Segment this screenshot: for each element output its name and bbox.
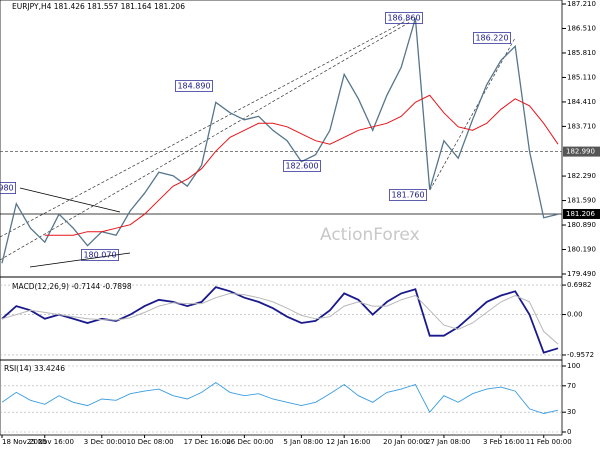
annotation-box xyxy=(175,80,213,92)
annotation-box xyxy=(0,182,16,194)
y-tick-label: 0 xyxy=(567,428,571,436)
annotation: 182.600 xyxy=(285,162,318,171)
frame xyxy=(0,0,563,436)
annotation-box xyxy=(283,160,321,172)
y-tick-label: 180.190 xyxy=(567,246,596,254)
annotation: 184.890 xyxy=(177,82,210,91)
x-tick-label: 20 Jan 00:00 xyxy=(383,438,427,446)
x-tick-label: 18 Nov 2025 xyxy=(2,438,47,446)
level-box xyxy=(563,208,600,219)
y-tick-label: 184.410 xyxy=(567,98,596,106)
x-tick-label: 5 Jan 08:00 xyxy=(283,438,323,446)
annotation: 186.860 xyxy=(387,14,420,23)
x-tick-label: 27 Jan 08:00 xyxy=(426,438,470,446)
macd-title: MACD(12,26,9) -0.7144 -0.7898 xyxy=(12,282,132,291)
y-tick-label: 185.810 xyxy=(567,49,596,57)
x-tick-label: 25 Nov 16:00 xyxy=(27,438,74,446)
trendline xyxy=(0,15,416,238)
annotation: 186.220 xyxy=(475,34,508,43)
series-line xyxy=(1,292,559,345)
x-tick-label: 3 Feb 16:00 xyxy=(483,438,524,446)
annotation: 181.760 xyxy=(391,191,424,200)
annotation: 180.070 xyxy=(83,251,116,260)
level-box xyxy=(563,146,600,157)
annotation-box xyxy=(81,249,119,261)
x-tick-label: 10 Dec 08:00 xyxy=(127,438,174,446)
y-tick-label: 185.110 xyxy=(567,73,596,81)
trendline xyxy=(0,21,411,261)
series-line xyxy=(44,94,559,236)
y-tick-label: 180.890 xyxy=(567,221,596,229)
chart-title: EURJPY,H4 181.426 181.557 181.164 181.20… xyxy=(12,2,185,11)
annotation-box xyxy=(385,12,423,24)
annotation-box xyxy=(389,189,427,201)
series-line xyxy=(1,286,559,354)
level-label: 182.990 xyxy=(566,148,595,156)
y-tick-label: -0.9572 xyxy=(567,351,594,359)
series-line xyxy=(1,18,559,264)
y-tick-label: 0.00 xyxy=(567,311,583,319)
y-tick-label: 179.490 xyxy=(567,270,596,278)
y-tick-label: 30 xyxy=(567,408,576,416)
y-tick-label: 183.710 xyxy=(567,122,596,130)
x-tick-label: 12 Jan 16:00 xyxy=(326,438,370,446)
annotation: 980 xyxy=(0,184,14,193)
trendline xyxy=(429,37,516,191)
y-tick-label: 70 xyxy=(567,382,576,390)
annotation-box xyxy=(473,32,511,44)
rsi-title: RSI(14) 33.4246 xyxy=(4,364,65,373)
y-tick-label: 187.210 xyxy=(567,0,596,8)
y-tick-label: 186.510 xyxy=(567,24,596,32)
y-tick-label: 182.290 xyxy=(567,172,596,180)
series-line xyxy=(1,381,559,414)
trendline xyxy=(19,187,121,213)
y-tick-label: 181.590 xyxy=(567,197,596,205)
x-tick-label: 17 Dec 16:00 xyxy=(184,438,231,446)
x-tick-label: 3 Dec 00:00 xyxy=(84,438,127,446)
level-label: 181.206 xyxy=(566,210,595,218)
watermark: ActionForex xyxy=(320,225,420,245)
x-tick-label: 11 Feb 00:00 xyxy=(526,438,572,446)
y-tick-label: 0.6982 xyxy=(567,281,592,289)
trendline xyxy=(29,252,131,268)
y-tick-label: 100 xyxy=(567,362,580,370)
x-tick-label: 26 Dec 00:00 xyxy=(226,438,273,446)
